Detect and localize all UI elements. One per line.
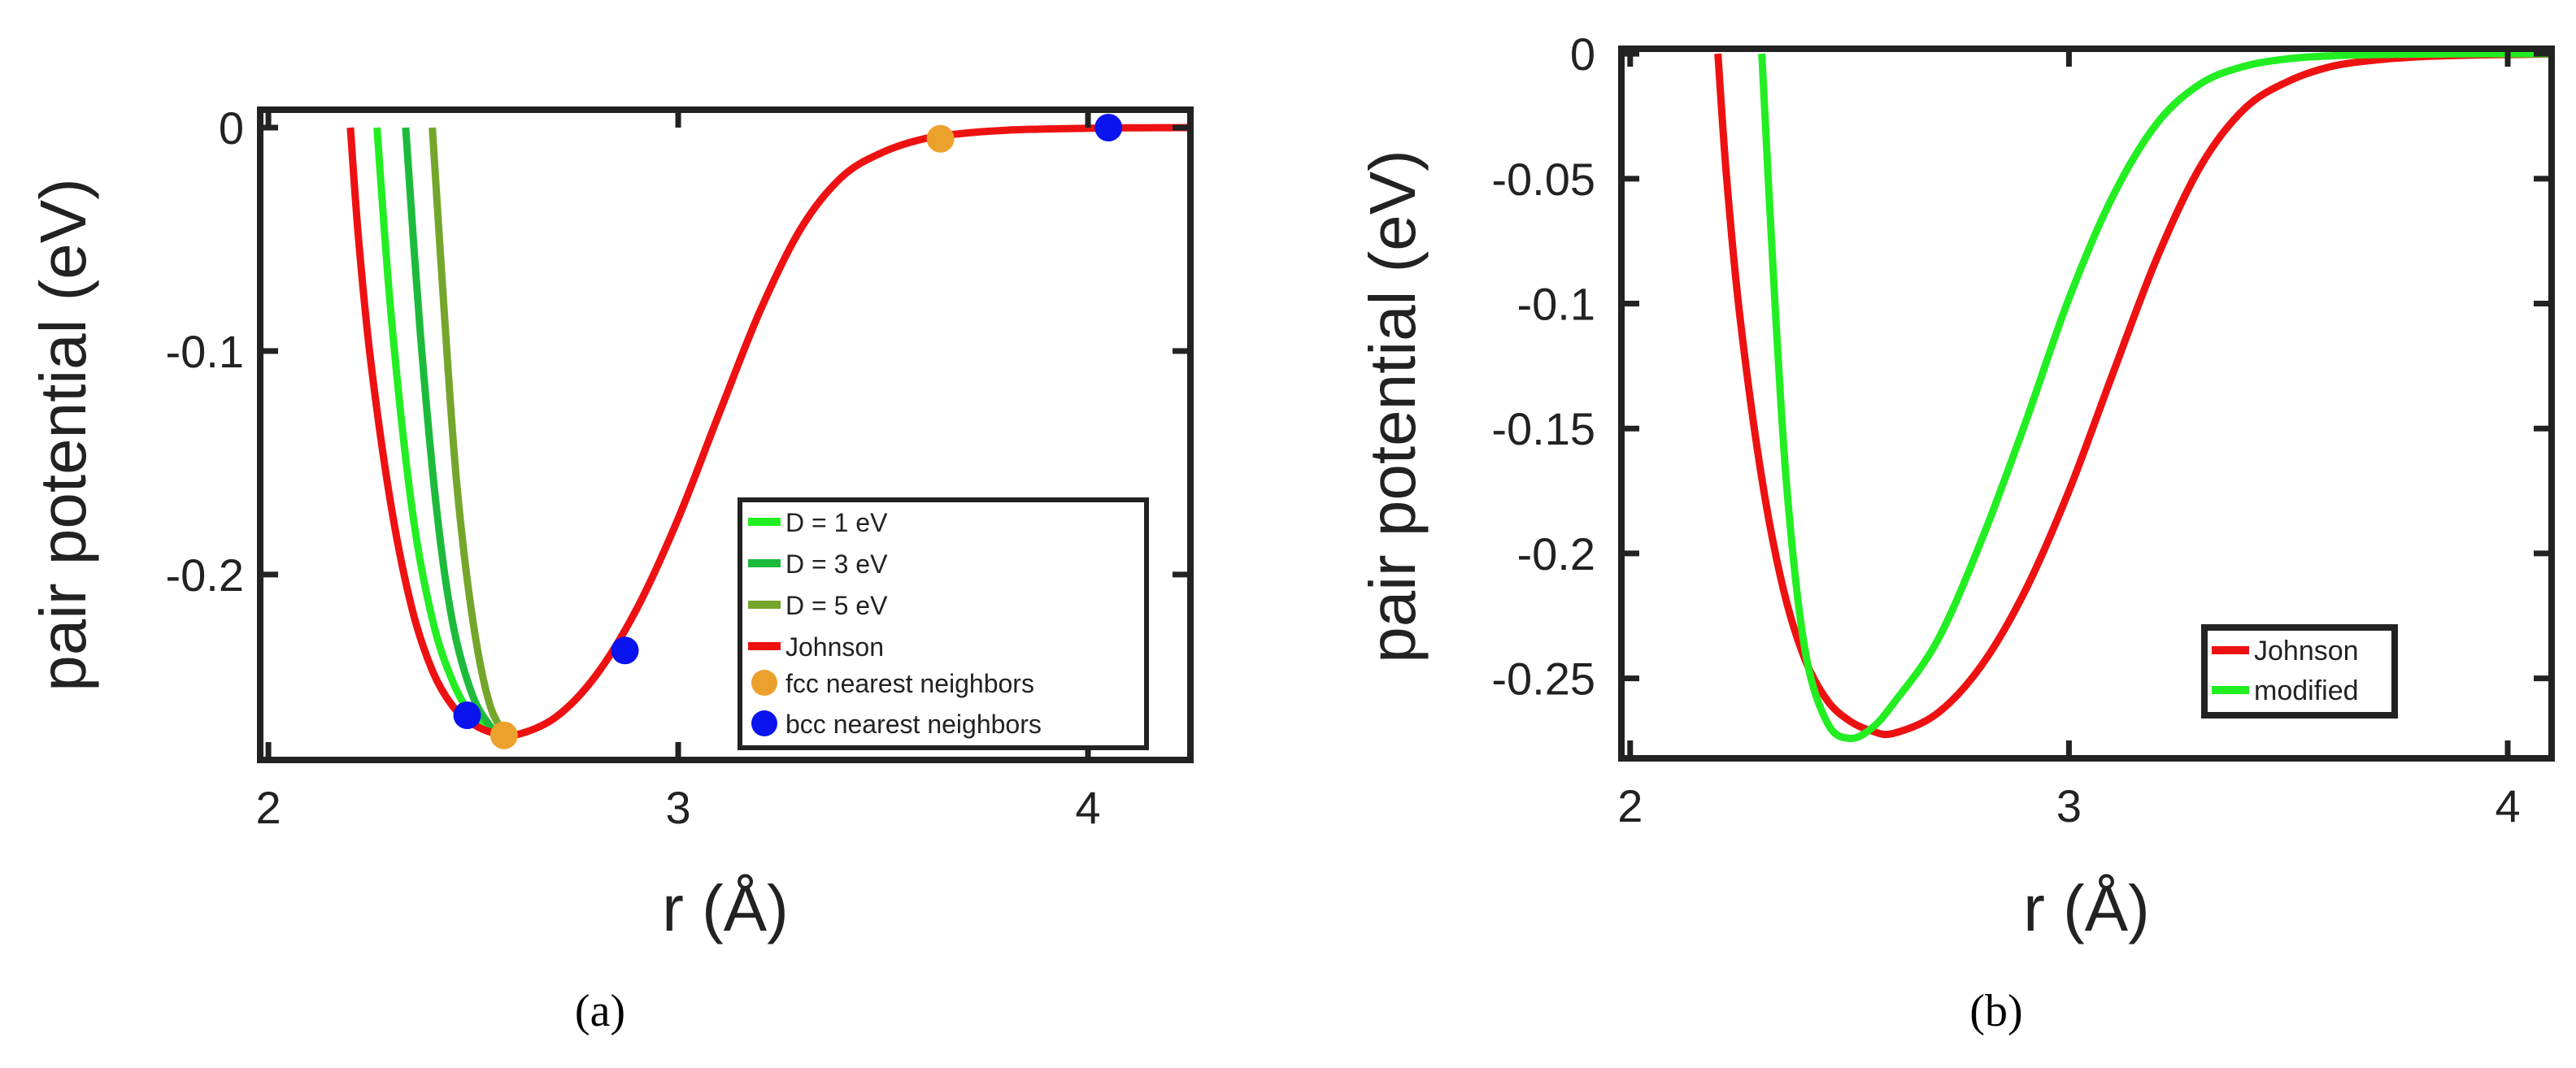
x-tick-label: 2 (1617, 780, 1643, 831)
y-tick-label: -0.2 (166, 549, 245, 601)
legend-label-b-modified: modified (2254, 675, 2359, 706)
panel-b-plot-area (1714, 50, 2552, 742)
y-tick-label: -0.1 (166, 326, 245, 377)
panel-a-y-axis-title: pair potential (eV) (27, 178, 99, 691)
panel-b-y-axis-title: pair potential (eV) (1356, 150, 1429, 662)
y-tick-label: -0.1 (1517, 279, 1596, 330)
legend-label-bcc: bcc nearest neighbors (785, 710, 1042, 739)
series-line-d-3-ev (402, 127, 498, 733)
panel-b-x-axis-title: r (Å) (2023, 872, 2150, 944)
x-tick-label: 4 (1075, 782, 1100, 833)
bcc-marker-3 (1094, 113, 1123, 141)
panel-a-legend: D = 1 eV D = 3 eV D = 5 eV Johnson fcc n… (738, 497, 1149, 750)
legend-label-johnson: Johnson (785, 632, 884, 662)
y-tick-label: -0.2 (1517, 528, 1596, 580)
y-tick-label: 0 (1570, 28, 1595, 80)
panel-b-legend: Johnson modified (2201, 624, 2398, 719)
panel-a-markers (453, 113, 1123, 749)
series-line-johnson (346, 124, 1190, 740)
panel-a-x-axis-title: r (Å) (662, 872, 789, 944)
legend-label-d1: D = 1 eV (785, 508, 888, 537)
panel-b: 2 3 4 0 -0.05 -0.1 -0.15 -0.2 -0.25 r (Å) pair p… (1356, 28, 2555, 1036)
legend-label-d3: D = 3 eV (785, 549, 888, 579)
y-tick-label: 0 (219, 102, 244, 154)
y-tick-label: -0.15 (1491, 403, 1595, 454)
fcc-marker-2 (926, 124, 955, 153)
legend-marker-bcc (751, 710, 777, 736)
legend-marker-fcc (751, 670, 777, 696)
panel-a: 2 3 4 0 -0.1 -0.2 r (Å) pair potential (eV) (… (27, 102, 1194, 1036)
legend-label-fcc: fcc nearest neighbors (785, 669, 1034, 698)
bcc-marker-1 (453, 701, 481, 730)
x-tick-label: 2 (256, 782, 281, 833)
y-tick-label: -0.05 (1491, 154, 1595, 205)
panel-b-label: (b) (1969, 986, 2022, 1036)
panel-a-label: (a) (575, 986, 625, 1036)
x-tick-label: 3 (2056, 780, 2082, 831)
series-line-modified (1758, 50, 2552, 742)
series-line-d-5-ev (429, 127, 510, 738)
x-tick-label: 4 (2495, 780, 2520, 831)
panel-a-axes-box (257, 106, 1194, 763)
legend-label-b-johnson: Johnson (2254, 636, 2359, 666)
legend-label-d5: D = 5 eV (785, 591, 888, 620)
panel-a-ticks: 2 3 4 0 -0.1 -0.2 (166, 102, 1190, 833)
panel-a-legend-box (738, 497, 1149, 750)
y-tick-label: -0.25 (1491, 653, 1595, 705)
fcc-marker-1 (490, 721, 518, 749)
series-line-johnson (1714, 50, 2552, 739)
panel-b-axes-box (1618, 46, 2555, 762)
panel-b-legend-box (2201, 624, 2398, 719)
x-tick-label: 3 (665, 782, 690, 833)
panel-b-ticks: 2 3 4 0 -0.05 -0.1 -0.15 -0.2 -0.25 (1491, 28, 2552, 831)
bcc-marker-2 (611, 636, 639, 665)
